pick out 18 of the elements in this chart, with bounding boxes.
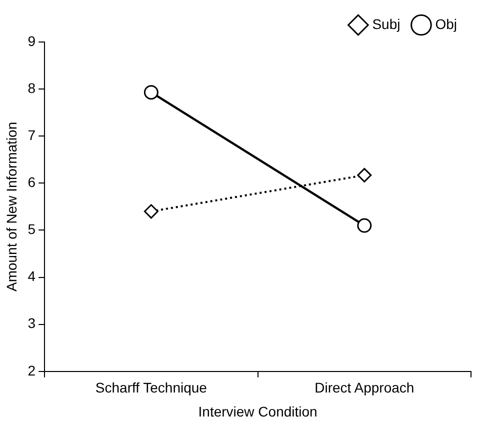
y-tick-label: 6 xyxy=(28,174,36,190)
point xyxy=(144,85,158,100)
legend-label: Obj xyxy=(435,16,458,32)
y-tick-label: 4 xyxy=(28,268,36,284)
y-tick-label: 9 xyxy=(28,32,36,49)
point xyxy=(144,204,158,219)
y-tick-label: 5 xyxy=(28,221,36,238)
y-tick-label: 7 xyxy=(28,126,36,143)
y-tick-label: 8 xyxy=(28,80,36,96)
y-axis-title: Amount of New Information xyxy=(3,122,20,292)
x-tick-label: Direct Approach xyxy=(314,380,414,396)
point xyxy=(357,218,372,233)
x-axis-title: Interview Condition xyxy=(198,403,318,420)
y-tick-label: 2 xyxy=(28,362,36,378)
y-tick-label: 3 xyxy=(28,315,36,332)
legend-label: Subj xyxy=(372,16,400,32)
point xyxy=(357,168,372,182)
x-tick-label: Scharff Technique xyxy=(95,380,208,396)
